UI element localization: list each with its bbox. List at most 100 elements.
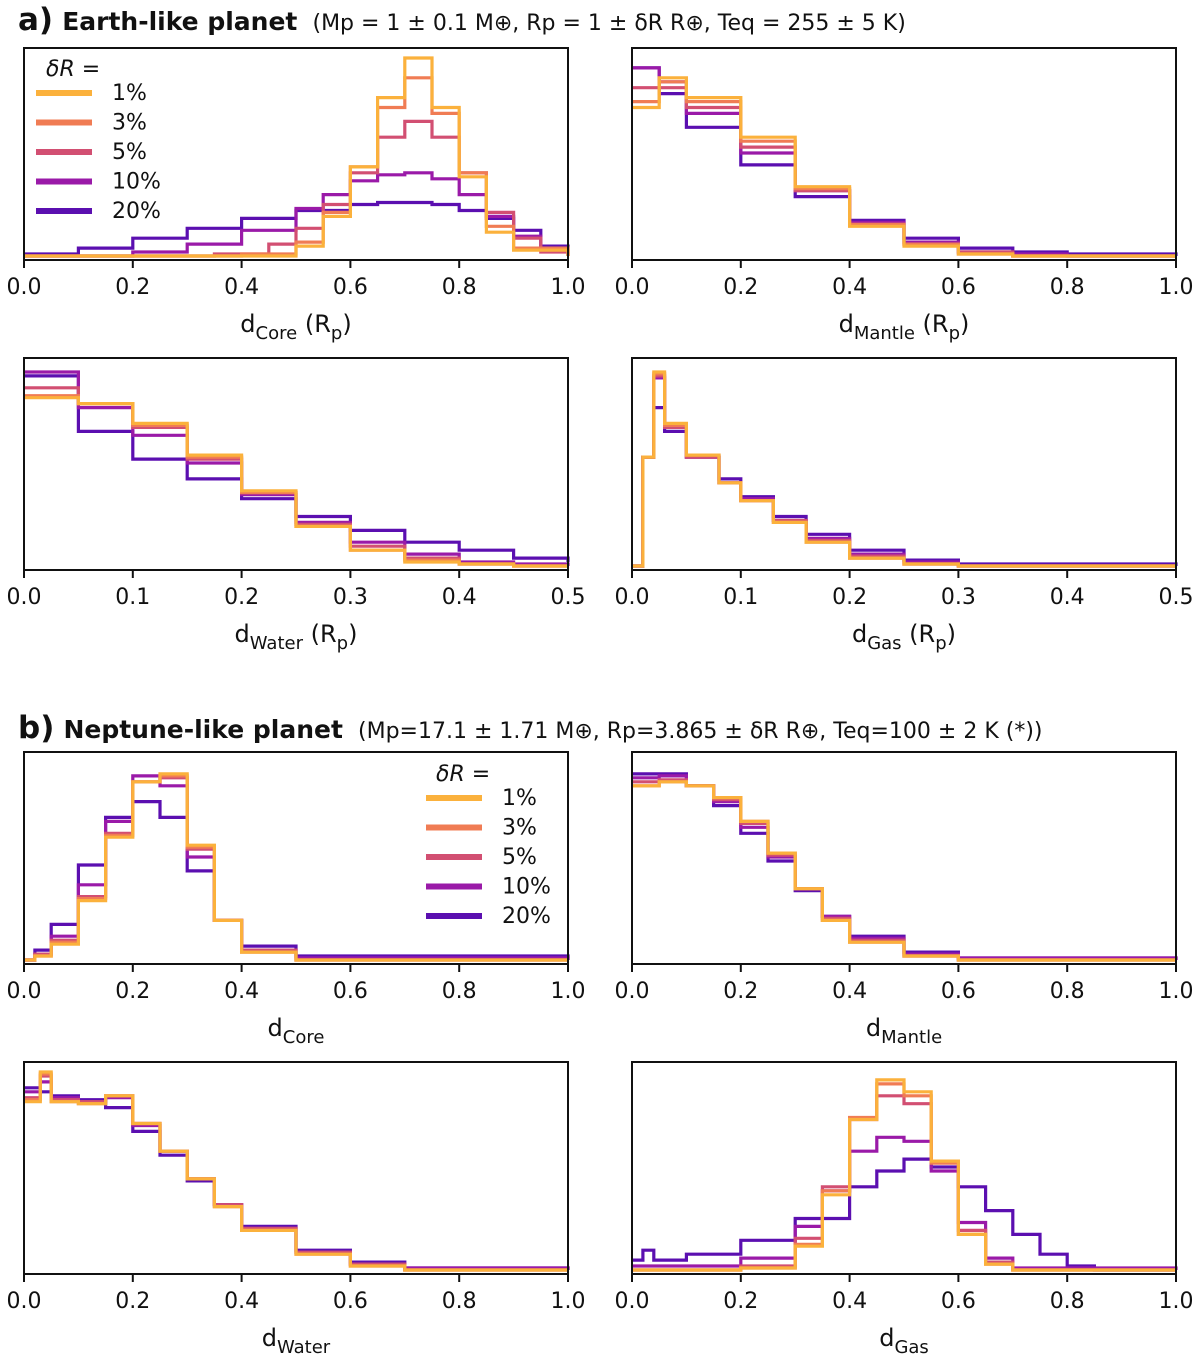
panel-b-letter: b): [18, 710, 55, 746]
x-axis-label: dMantle (Rp): [839, 310, 970, 344]
x-axis-label: dGas (Rp): [852, 620, 956, 654]
series-line-3pct: [632, 780, 1176, 962]
series-line-10pct: [632, 1135, 1178, 1270]
series-line-1pct: [632, 370, 1176, 568]
x-axis-label: dWater: [262, 1324, 331, 1355]
panel-b-params: (Mp=17.1 ± 1.71 M⊕, Rp=3.865 ± δR R⊕, Te…: [358, 719, 1043, 744]
x-tick-label: 0.6: [941, 275, 976, 300]
x-tick-label: 0.2: [115, 275, 150, 300]
x-tick-label: 0.0: [7, 275, 42, 300]
x-tick-label: 0.5: [551, 585, 586, 610]
legend-entry-label: 3%: [502, 816, 537, 841]
legend: δR = 1% 3% 5% 10% 20%: [426, 762, 551, 929]
chart-b-water: 0.0 0.2 0.4 0.6 0.8 1.0 dWater: [7, 1061, 586, 1355]
x-axis-label: dMantle: [866, 1014, 942, 1048]
chart-b-mantle: 0.0 0.2 0.4 0.6 0.8 1.0 dMantle: [615, 751, 1194, 1048]
x-tick-label: 0.4: [1050, 585, 1085, 610]
x-tick-label: 0.0: [7, 979, 42, 1004]
series-line-10pct: [632, 376, 1176, 568]
series-line-20pct: [632, 1157, 1176, 1272]
series-line-3pct: [632, 372, 1176, 568]
x-tick-label: 0.0: [7, 1289, 42, 1314]
chart-a-mantle: 0.0 0.2 0.4 0.6 0.8 1.0 dMantle (Rp): [615, 47, 1194, 344]
chart-b-gas: 0.0 0.2 0.4 0.6 0.8 1.0 dGas: [615, 1061, 1194, 1355]
x-axis-label: dCore: [268, 1014, 325, 1048]
legend-entry-label: 5%: [502, 845, 537, 870]
plot-frame: [631, 357, 1177, 571]
series-line-3pct: [24, 394, 568, 568]
x-tick-label: 0.1: [723, 585, 758, 610]
x-tick-label: 0.0: [615, 1289, 650, 1314]
plot-frame: [631, 1061, 1177, 1275]
legend-entry-label: 20%: [112, 199, 161, 224]
x-tick-label: 0.6: [333, 275, 368, 300]
series-line-1pct: [24, 1070, 568, 1272]
x-tick-label: 0.6: [941, 979, 976, 1004]
series-line-5pct: [632, 1094, 1176, 1272]
legend-title: δR =: [436, 762, 490, 787]
x-tick-label: 0.4: [832, 1289, 867, 1314]
x-tick-label: 0.4: [224, 1289, 259, 1314]
plot-frame: [631, 751, 1177, 965]
legend-entry-label: 10%: [502, 875, 551, 900]
x-tick-label: 0.6: [941, 1289, 976, 1314]
panel-a-name: Earth-like planet: [62, 7, 298, 36]
legend-entry-label: 1%: [112, 81, 147, 106]
legend-entry-label: 20%: [502, 904, 551, 929]
panel-a-params: (Mp = 1 ± 0.1 M⊕, Rp = 1 ± δR R⊕, Teq = …: [312, 11, 906, 36]
x-tick-label: 0.0: [615, 275, 650, 300]
x-tick-label: 0.0: [615, 979, 650, 1004]
chart-a-core: 0.0 0.2 0.4 0.6 0.8 1.0 dCore (Rp) δR = 1% 3% 5% 10…: [7, 47, 586, 344]
series-line-20pct: [632, 406, 1178, 568]
panel-b-name: Neptune-like planet: [63, 715, 343, 744]
x-axis-label: dGas: [879, 1324, 929, 1355]
x-tick-label: 0.4: [224, 979, 259, 1004]
x-tick-label: 1.0: [551, 1289, 586, 1314]
x-tick-label: 0.8: [442, 275, 477, 300]
legend-title: δR =: [46, 57, 100, 82]
series-line-10pct: [24, 370, 570, 566]
x-tick-label: 0.5: [1159, 585, 1194, 610]
x-tick-label: 0.0: [7, 585, 42, 610]
series-line-1pct: [632, 1078, 1176, 1272]
legend: δR = 1% 3% 5% 10% 20%: [36, 57, 161, 224]
series-line-5pct: [24, 386, 568, 568]
panel-a-letter: a): [18, 2, 54, 38]
x-tick-label: 0.2: [224, 585, 259, 610]
legend-entry-label: 3%: [112, 111, 147, 136]
chart-a-gas: 0.0 0.1 0.2 0.3 0.4 0.5 dGas (Rp): [615, 357, 1194, 654]
legend-entry-label: 5%: [112, 140, 147, 165]
legend-entry-label: 1%: [502, 786, 537, 811]
x-tick-label: 0.4: [224, 275, 259, 300]
panel-b-heading: b) Neptune-like planet (Mp=17.1 ± 1.71 M…: [18, 710, 1042, 746]
x-tick-label: 0.2: [723, 1289, 758, 1314]
plot-frame: [23, 47, 569, 261]
series-line-1pct: [24, 396, 568, 568]
x-tick-label: 0.8: [1050, 979, 1085, 1004]
x-tick-label: 0.6: [333, 1289, 368, 1314]
series-line-1pct: [632, 76, 1176, 258]
x-tick-label: 0.8: [442, 979, 477, 1004]
x-tick-label: 1.0: [1159, 979, 1194, 1004]
plot-frame: [23, 1061, 569, 1275]
x-tick-label: 1.0: [1159, 275, 1194, 300]
x-tick-label: 0.1: [115, 585, 150, 610]
chart-b-core: 0.0 0.2 0.4 0.6 0.8 1.0 dCore δR = 1% 3% 5% 10% 20%: [7, 751, 586, 1048]
x-tick-label: 0.8: [1050, 1289, 1085, 1314]
panel-a-heading: a) Earth-like planet (Mp = 1 ± 0.1 M⊕, R…: [18, 2, 906, 38]
series-line-20pct: [24, 800, 570, 962]
plot-frame: [23, 751, 569, 965]
x-tick-label: 0.8: [442, 1289, 477, 1314]
chart-a-water: 0.0 0.1 0.2 0.3 0.4 0.5 dWater (Rp): [7, 357, 586, 654]
plot-frame: [23, 357, 569, 571]
series-line-1pct: [632, 780, 1176, 962]
series-line-1pct: [24, 56, 570, 258]
x-tick-label: 1.0: [551, 979, 586, 1004]
x-axis-label: dWater (Rp): [235, 620, 358, 654]
series-line-1pct: [24, 772, 568, 962]
series-line-3pct: [632, 1082, 1176, 1272]
plot-frame: [631, 47, 1177, 261]
x-tick-label: 0.0: [615, 585, 650, 610]
x-tick-label: 0.4: [442, 585, 477, 610]
series-line-5pct: [632, 374, 1176, 568]
